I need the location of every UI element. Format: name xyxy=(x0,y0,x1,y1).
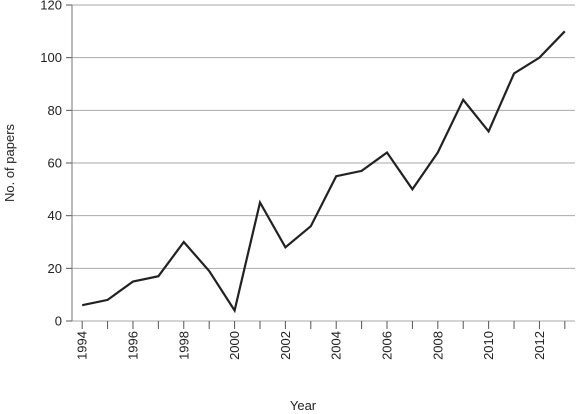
data-point xyxy=(386,151,388,153)
y-tick-label: 80 xyxy=(48,103,62,118)
data-point xyxy=(132,281,134,283)
data-point xyxy=(335,175,337,177)
series-line xyxy=(81,30,566,314)
data-point xyxy=(81,304,83,306)
x-tick-label: 2008 xyxy=(430,331,445,360)
y-tick-label: 40 xyxy=(48,208,62,223)
y-axis-ticks: 0 20 40 60 80 100 120 xyxy=(40,0,73,329)
x-tick-label: 1994 xyxy=(75,331,90,360)
x-tick-label: 1998 xyxy=(176,331,191,360)
y-axis-label: No. of papers xyxy=(2,123,17,202)
data-point xyxy=(437,151,439,153)
x-axis xyxy=(81,321,566,329)
data-point xyxy=(183,241,185,243)
y-tick-label: 20 xyxy=(48,261,62,276)
data-point xyxy=(462,99,464,101)
data-point xyxy=(538,57,540,59)
x-axis-ticks: 1994 1996 1998 2000 2002 2004 2006 2008 2010 2012 xyxy=(75,331,547,360)
data-point xyxy=(310,225,312,227)
x-tick-label: 2004 xyxy=(329,331,344,360)
data-point xyxy=(284,246,286,248)
data-point xyxy=(107,299,109,301)
x-tick-label: 1996 xyxy=(125,331,140,360)
data-point xyxy=(157,275,159,277)
data-point xyxy=(411,188,413,190)
x-tick-label: 2010 xyxy=(481,331,496,360)
gridlines xyxy=(72,4,575,322)
series-layer xyxy=(81,30,566,314)
y-tick-label: 0 xyxy=(55,314,62,329)
data-point xyxy=(513,72,515,74)
x-tick-label: 2006 xyxy=(380,331,395,360)
x-tick-label: 2012 xyxy=(532,331,547,360)
data-point xyxy=(361,170,363,172)
y-tick-label: 120 xyxy=(40,0,62,13)
y-tick-label: 60 xyxy=(48,156,62,171)
data-point xyxy=(564,30,566,32)
data-point xyxy=(259,202,261,204)
x-tick-label: 2002 xyxy=(278,331,293,360)
x-axis-label: Year xyxy=(290,398,317,413)
data-point xyxy=(208,270,210,272)
data-point xyxy=(488,130,490,132)
data-point xyxy=(234,309,236,311)
y-tick-label: 100 xyxy=(40,50,62,65)
x-tick-label: 2000 xyxy=(227,331,242,360)
